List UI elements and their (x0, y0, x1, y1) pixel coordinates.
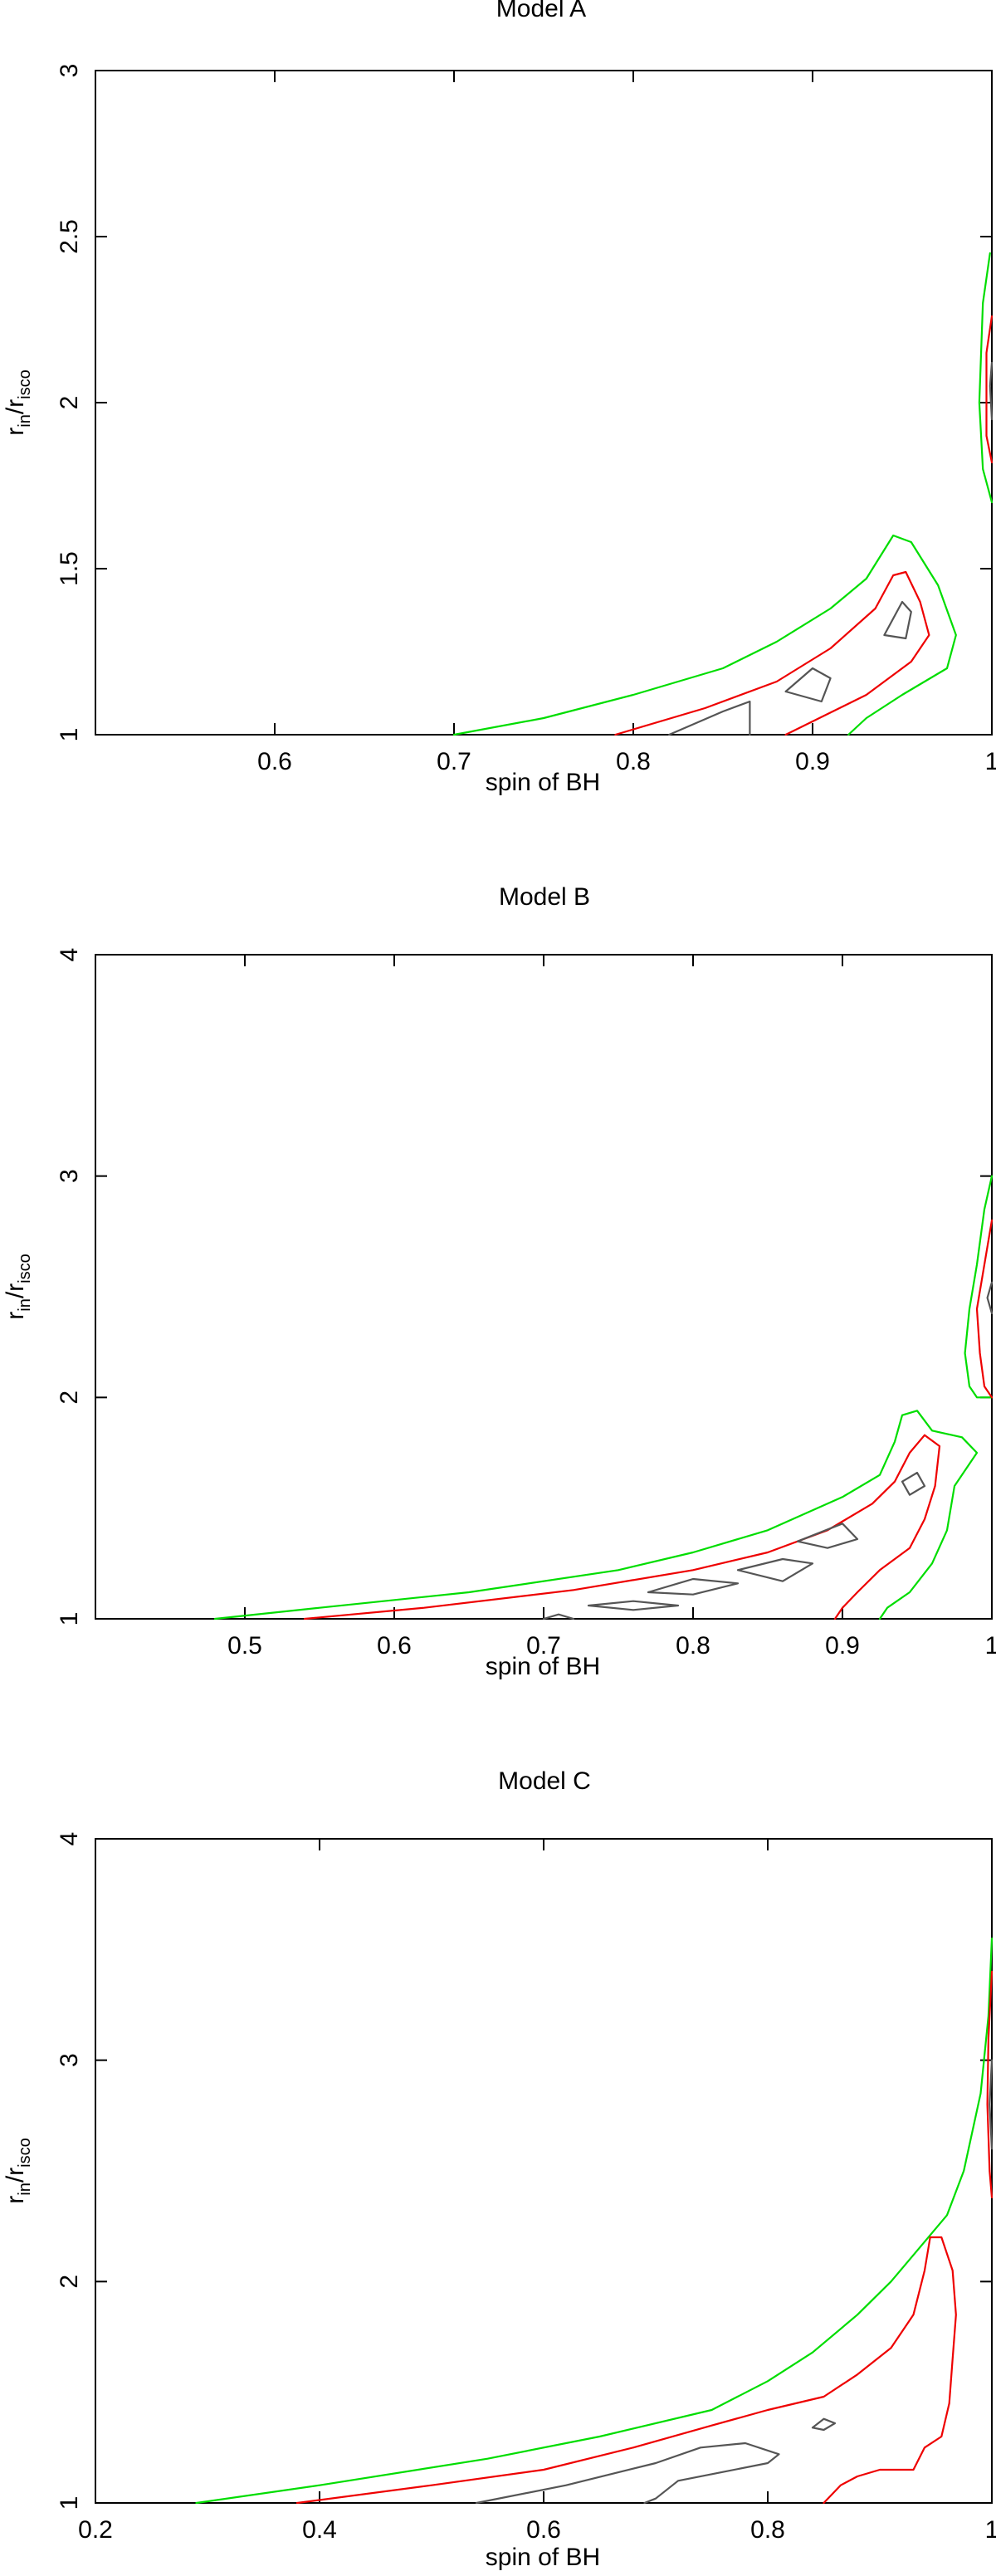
chart-panel-model-a: Model A 1 1.5 2 2.5 3 0.6 0.7 0.8 0.9 1 spin of … (2, 0, 996, 796)
x-tick-label: 0.9 (795, 748, 830, 775)
x-tick-label: 0.9 (825, 1632, 860, 1659)
contour-inner (668, 700, 751, 736)
x-tick-label: 1 (985, 1632, 996, 1659)
y-tick-label: 4 (56, 1832, 83, 1846)
contour-lines (213, 1175, 994, 1620)
y-axis-label: rin/risco (2, 1254, 34, 1319)
contour-middle (295, 2236, 957, 2505)
x-axis-label: spin of BH (486, 769, 600, 796)
y-tick-label: 2 (56, 1391, 83, 1405)
contour-outer (978, 252, 994, 504)
y-axis: 1 1.5 2 2.5 3 (56, 64, 992, 742)
y-axis: 1 2 3 4 (56, 1832, 992, 2510)
contour-outer (195, 1937, 994, 2505)
y-tick-label: 2 (56, 396, 83, 410)
contour-inner (811, 2417, 837, 2432)
x-tick-label: 1 (985, 2516, 996, 2544)
contour-inner (796, 1523, 859, 1549)
y-tick-label: 4 (56, 948, 83, 962)
x-tick-label: 0.6 (257, 748, 292, 775)
x-tick-label: 0.6 (526, 2516, 561, 2544)
contour-middle (985, 315, 994, 464)
x-tick-label: 0.8 (750, 2516, 785, 2544)
chart-title: Model B (499, 883, 590, 911)
x-tick-label: 0.6 (377, 1632, 412, 1659)
contour-inner (901, 1471, 926, 1496)
contour-inner (475, 2442, 780, 2505)
contour-inner (587, 1600, 680, 1611)
y-tick-label: 3 (56, 1169, 83, 1183)
contour-lines (452, 252, 994, 736)
contour-middle (975, 1219, 994, 1399)
x-tick-label: 1 (985, 748, 996, 775)
contour-middle (986, 1970, 994, 2199)
contour-inner (883, 600, 912, 640)
plot-frame (95, 1838, 993, 2504)
y-axis-label: rin/risco (2, 369, 34, 435)
contour-inner (989, 361, 994, 421)
contour-middle (303, 1434, 941, 1620)
x-axis-label: spin of BH (486, 1653, 600, 1680)
y-tick-label: 1 (56, 2496, 83, 2510)
x-axis: 0.2 0.4 0.6 0.8 1 (78, 1839, 996, 2544)
contour-inner (736, 1557, 814, 1582)
x-axis: 0.6 0.7 0.8 0.9 1 (257, 71, 996, 775)
x-tick-label: 0.4 (302, 2516, 337, 2544)
contour-inner (986, 1281, 994, 1315)
x-axis: 0.5 0.6 0.7 0.8 0.9 1 (227, 955, 996, 1659)
x-tick-label: 0.8 (616, 748, 651, 775)
y-axis: 1 2 3 4 (56, 948, 992, 1626)
contour-inner (989, 2059, 994, 2150)
chart-panel-model-b: Model B 1 2 3 4 0.5 0.6 0.7 0.8 0.9 1 spin of BH… (2, 883, 996, 1680)
contour-inner (542, 1613, 575, 1620)
x-tick-label: 0.8 (676, 1632, 710, 1659)
contour-lines (195, 1937, 994, 2505)
y-tick-label: 2.5 (56, 219, 83, 254)
contour-outer (964, 1175, 994, 1399)
contour-outer (452, 534, 957, 736)
plot-frame (95, 70, 993, 736)
x-tick-label: 0.7 (526, 1632, 561, 1659)
y-axis-label: rin/risco (2, 2138, 34, 2203)
y-tick-label: 1 (56, 1612, 83, 1626)
contour-inner (647, 1577, 740, 1596)
chart-title: Model C (498, 1767, 591, 1795)
chart-panel-model-c: Model C 1 2 3 4 0.2 0.4 0.6 0.8 1 spin of BH ri… (2, 1767, 996, 2571)
y-tick-label: 2 (56, 2275, 83, 2289)
y-tick-label: 3 (56, 2053, 83, 2067)
contour-outer (213, 1410, 979, 1620)
x-tick-label: 0.7 (437, 748, 471, 775)
x-tick-label: 0.5 (227, 1632, 262, 1659)
contour-inner (784, 667, 832, 703)
y-tick-label: 3 (56, 64, 83, 78)
x-tick-label: 0.2 (78, 2516, 113, 2544)
plot-frame (95, 954, 993, 1620)
y-tick-label: 1 (56, 728, 83, 742)
x-axis-label: spin of BH (486, 2544, 600, 2571)
contour-middle (614, 570, 930, 736)
y-tick-label: 1.5 (56, 551, 83, 586)
chart-title: Model A (496, 0, 586, 22)
